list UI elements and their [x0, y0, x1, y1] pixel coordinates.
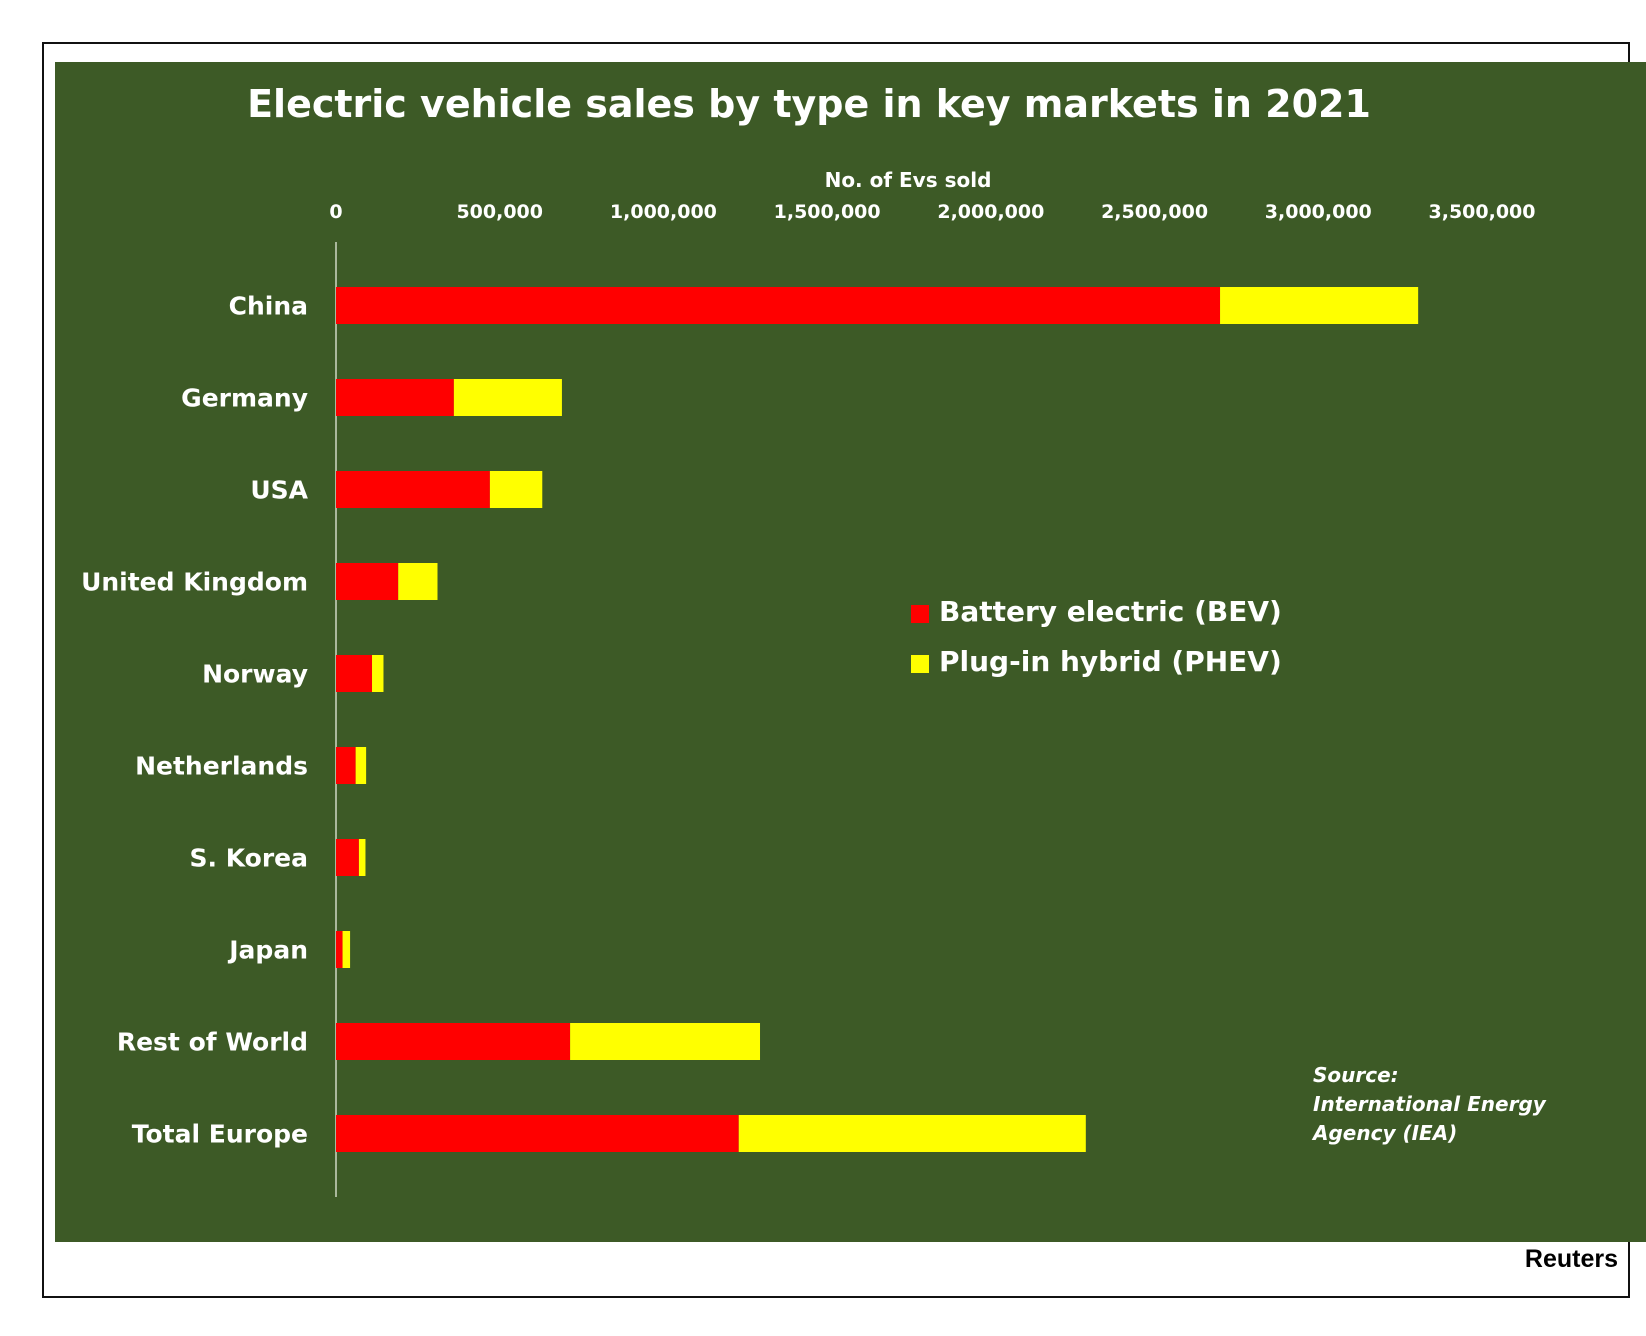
bar-bev	[336, 747, 356, 784]
bar-phev	[453, 379, 562, 416]
source-note: Source: International Energy Agency (IEA)	[1311, 1063, 1547, 1145]
bar-phev	[342, 931, 351, 968]
category-label: Rest of World	[117, 1028, 308, 1057]
category-label: Norway	[202, 660, 308, 689]
bar-bev	[336, 1023, 571, 1060]
x-tick-label: 3,500,000	[1429, 201, 1536, 223]
bar-bev	[336, 931, 343, 968]
legend-swatch	[911, 605, 929, 623]
bar-bev	[336, 1115, 739, 1152]
credit-label: Reuters	[1524, 1245, 1618, 1273]
category-labels: China Germany USA United Kingdom Norway Nethe…	[81, 292, 309, 1149]
bar-bev	[336, 839, 359, 876]
source-line: Agency (IEA)	[1311, 1121, 1457, 1145]
bar-phev	[1220, 287, 1419, 324]
bar-bev	[336, 287, 1221, 324]
bars	[336, 287, 1419, 1152]
category-label: S. Korea	[190, 844, 308, 873]
x-tick-label: 1,500,000	[774, 201, 881, 223]
x-axis-ticks: 0 500,000 1,000,000 1,500,000 2,000,000 2,500…	[329, 201, 1535, 223]
x-tick-label: 3,000,000	[1265, 201, 1372, 223]
category-label: United Kingdom	[81, 568, 308, 597]
bar-bev	[336, 563, 399, 600]
chart-svg: Electric vehicle sales by type in key ma…	[81, 82, 1547, 1197]
legend-swatch	[911, 655, 929, 673]
x-tick-label: 500,000	[456, 201, 543, 223]
legend: Battery electric (BEV) Plug-in hybrid (PH…	[911, 595, 1282, 678]
category-label: Netherlands	[135, 752, 308, 781]
bar-phev	[489, 471, 543, 508]
x-tick-label: 0	[329, 201, 342, 223]
bar-phev	[570, 1023, 761, 1060]
category-label: USA	[250, 476, 308, 505]
category-label: Germany	[181, 384, 308, 413]
category-label: China	[229, 292, 308, 321]
x-axis-title: No. of Evs sold	[825, 168, 992, 192]
bar-phev	[372, 655, 384, 692]
bar-phev	[738, 1115, 1086, 1152]
source-line: Source:	[1313, 1063, 1399, 1087]
legend-label: Plug-in hybrid (PHEV)	[939, 645, 1282, 678]
bar-bev	[336, 655, 373, 692]
chart-area: Electric vehicle sales by type in key ma…	[55, 62, 1646, 1242]
bar-phev	[355, 747, 367, 784]
category-label: Japan	[227, 936, 308, 965]
bar-bev	[336, 471, 490, 508]
x-tick-label: 1,000,000	[610, 201, 717, 223]
x-tick-label: 2,000,000	[937, 201, 1044, 223]
source-line: International Energy	[1313, 1092, 1547, 1116]
bar-bev	[336, 379, 454, 416]
bar-phev	[358, 839, 366, 876]
category-label: Total Europe	[132, 1120, 308, 1149]
chart-title: Electric vehicle sales by type in key ma…	[247, 82, 1371, 126]
x-tick-label: 2,500,000	[1101, 201, 1208, 223]
legend-label: Battery electric (BEV)	[939, 595, 1282, 628]
bar-phev	[398, 563, 438, 600]
